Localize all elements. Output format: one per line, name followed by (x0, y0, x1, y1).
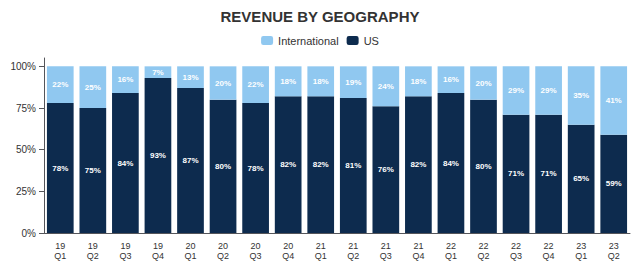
svg-text:76%: 76% (378, 165, 394, 174)
svg-text:21: 21 (348, 241, 358, 251)
svg-text:22%: 22% (248, 80, 264, 89)
svg-text:19%: 19% (345, 78, 361, 87)
svg-text:Q3: Q3 (250, 251, 262, 261)
svg-text:20%: 20% (215, 79, 231, 88)
svg-text:80%: 80% (215, 162, 231, 171)
svg-text:21: 21 (381, 241, 391, 251)
svg-text:78%: 78% (52, 164, 68, 173)
svg-text:20%: 20% (475, 79, 491, 88)
svg-text:Q2: Q2 (87, 251, 99, 261)
svg-text:Q4: Q4 (412, 251, 424, 261)
svg-text:19: 19 (153, 241, 163, 251)
svg-text:23: 23 (576, 241, 586, 251)
svg-text:29%: 29% (508, 86, 524, 95)
svg-text:19: 19 (88, 241, 98, 251)
svg-text:Q2: Q2 (217, 251, 229, 261)
svg-text:75%: 75% (16, 103, 36, 114)
svg-text:18%: 18% (410, 77, 426, 86)
svg-text:87%: 87% (182, 156, 198, 165)
svg-text:13%: 13% (182, 73, 198, 82)
svg-text:Q3: Q3 (119, 251, 131, 261)
svg-text:29%: 29% (541, 86, 557, 95)
svg-text:81%: 81% (345, 161, 361, 170)
svg-text:24%: 24% (378, 82, 394, 91)
svg-text:Q4: Q4 (282, 251, 294, 261)
svg-text:19: 19 (55, 241, 65, 251)
svg-text:International: International (278, 35, 339, 47)
svg-text:Q1: Q1 (575, 251, 587, 261)
svg-text:20: 20 (218, 241, 228, 251)
svg-text:82%: 82% (410, 160, 426, 169)
svg-text:25%: 25% (16, 186, 36, 197)
svg-text:Q1: Q1 (184, 251, 196, 261)
svg-text:75%: 75% (85, 166, 101, 175)
svg-text:21: 21 (316, 241, 326, 251)
svg-text:Q3: Q3 (510, 251, 522, 261)
svg-text:REVENUE BY GEOGRAPHY: REVENUE BY GEOGRAPHY (221, 8, 420, 25)
svg-text:23: 23 (609, 241, 619, 251)
svg-text:78%: 78% (248, 164, 264, 173)
svg-text:22: 22 (446, 241, 456, 251)
svg-text:16%: 16% (443, 75, 459, 84)
svg-text:25%: 25% (85, 83, 101, 92)
svg-text:41%: 41% (606, 96, 622, 105)
svg-text:65%: 65% (573, 174, 589, 183)
svg-text:100%: 100% (10, 61, 36, 72)
svg-text:Q2: Q2 (608, 251, 620, 261)
svg-text:84%: 84% (117, 159, 133, 168)
svg-text:22%: 22% (52, 80, 68, 89)
svg-text:Q1: Q1 (315, 251, 327, 261)
svg-text:20: 20 (283, 241, 293, 251)
svg-text:US: US (364, 35, 379, 47)
svg-text:22: 22 (511, 241, 521, 251)
svg-text:80%: 80% (475, 162, 491, 171)
svg-text:0%: 0% (22, 228, 37, 239)
svg-text:Q4: Q4 (543, 251, 555, 261)
svg-text:71%: 71% (541, 169, 557, 178)
svg-text:71%: 71% (508, 169, 524, 178)
svg-text:22: 22 (544, 241, 554, 251)
svg-text:16%: 16% (117, 75, 133, 84)
svg-text:20: 20 (185, 241, 195, 251)
svg-text:Q4: Q4 (152, 251, 164, 261)
svg-text:7%: 7% (152, 68, 164, 77)
svg-text:93%: 93% (150, 151, 166, 160)
svg-text:59%: 59% (606, 179, 622, 188)
svg-text:84%: 84% (443, 159, 459, 168)
svg-text:50%: 50% (16, 144, 36, 155)
svg-text:35%: 35% (573, 91, 589, 100)
svg-text:22: 22 (478, 241, 488, 251)
svg-text:18%: 18% (280, 77, 296, 86)
svg-text:Q1: Q1 (54, 251, 66, 261)
svg-text:18%: 18% (313, 77, 329, 86)
svg-text:Q2: Q2 (347, 251, 359, 261)
svg-text:82%: 82% (280, 160, 296, 169)
svg-text:21: 21 (413, 241, 423, 251)
svg-text:82%: 82% (313, 160, 329, 169)
svg-text:Q2: Q2 (477, 251, 489, 261)
svg-text:Q3: Q3 (380, 251, 392, 261)
svg-text:20: 20 (251, 241, 261, 251)
svg-text:19: 19 (120, 241, 130, 251)
svg-text:Q1: Q1 (445, 251, 457, 261)
